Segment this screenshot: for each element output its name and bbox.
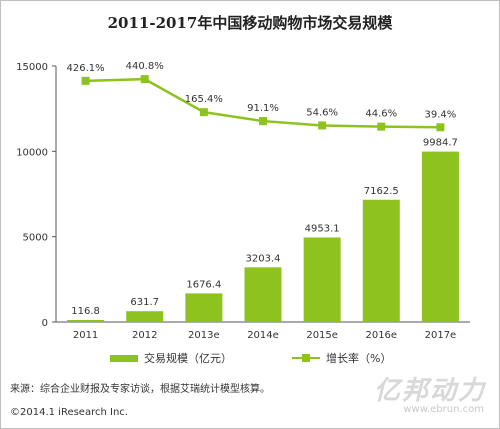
- bar: [303, 237, 341, 322]
- legend-swatch-bar: [110, 354, 138, 362]
- line-data-label: 44.6%: [365, 109, 397, 120]
- line-point: [81, 76, 90, 85]
- legend-swatch-line: [292, 353, 320, 363]
- x-tick-label: 2011: [73, 330, 98, 341]
- y-tick-label: 15000: [16, 62, 48, 73]
- bar: [67, 320, 105, 322]
- bar: [421, 151, 459, 322]
- line-point: [436, 123, 445, 132]
- bar: [185, 293, 223, 322]
- bar-data-label: 3203.4: [246, 253, 281, 264]
- bar-data-label: 4953.1: [305, 223, 340, 234]
- bar-data-label: 631.7: [130, 297, 159, 308]
- bar: [362, 199, 400, 322]
- line-data-label: 165.4%: [185, 94, 223, 105]
- legend-item-bars: 交易规模（亿元）: [110, 350, 232, 366]
- watermark-logo: 亿邦动力: [373, 376, 486, 406]
- line-data-label: 440.8%: [126, 61, 164, 72]
- chart-plot: 0 5000 10000 15000 2011 116.8 2012 631.7 2013e 16…: [16, 61, 470, 341]
- line-data-label: 54.6%: [306, 107, 338, 118]
- legend-label-bars: 交易规模（亿元）: [144, 352, 232, 365]
- chart-title: 2011-2017年中国移动购物市场交易规模: [107, 14, 393, 32]
- x-tick-label: 2016e: [365, 330, 397, 341]
- line-point: [199, 108, 208, 117]
- legend-label-line: 增长率（%）: [326, 352, 392, 365]
- bar-data-label: 1676.4: [186, 279, 221, 290]
- y-tick-label: 0: [42, 318, 48, 329]
- bar-data-label: 7162.5: [364, 186, 399, 197]
- bar: [126, 311, 164, 322]
- x-tick-label: 2014e: [247, 330, 279, 341]
- y-tick-label: 10000: [16, 147, 48, 158]
- line-point: [318, 121, 327, 130]
- bar-data-label: 116.8: [71, 306, 100, 317]
- bar-data-label: 9984.7: [423, 138, 458, 149]
- source-note: 来源：综合企业财报及专家访谈，根据艾瑞统计模型核算。: [10, 384, 270, 395]
- y-tick-label: 5000: [23, 233, 48, 244]
- chart-legend: 交易规模（亿元） 增长率（%）: [0, 350, 500, 368]
- watermark-url: www.ebrun.com: [403, 404, 484, 415]
- line-data-label: 39.4%: [425, 109, 457, 120]
- legend-item-line: 增长率（%）: [292, 350, 391, 366]
- line-point: [377, 122, 386, 131]
- x-tick-label: 2012: [132, 330, 157, 341]
- x-tick-label: 2013e: [188, 330, 220, 341]
- line-data-label: 426.1%: [67, 63, 105, 74]
- x-tick-label: 2017e: [425, 330, 457, 341]
- line-point: [140, 75, 149, 84]
- line-point: [259, 117, 267, 126]
- x-tick-label: 2015e: [306, 330, 338, 341]
- copyright-text: ©2014.1 iResearch Inc.: [10, 407, 128, 418]
- line-data-label: 91.1%: [247, 103, 279, 114]
- bar: [244, 267, 282, 322]
